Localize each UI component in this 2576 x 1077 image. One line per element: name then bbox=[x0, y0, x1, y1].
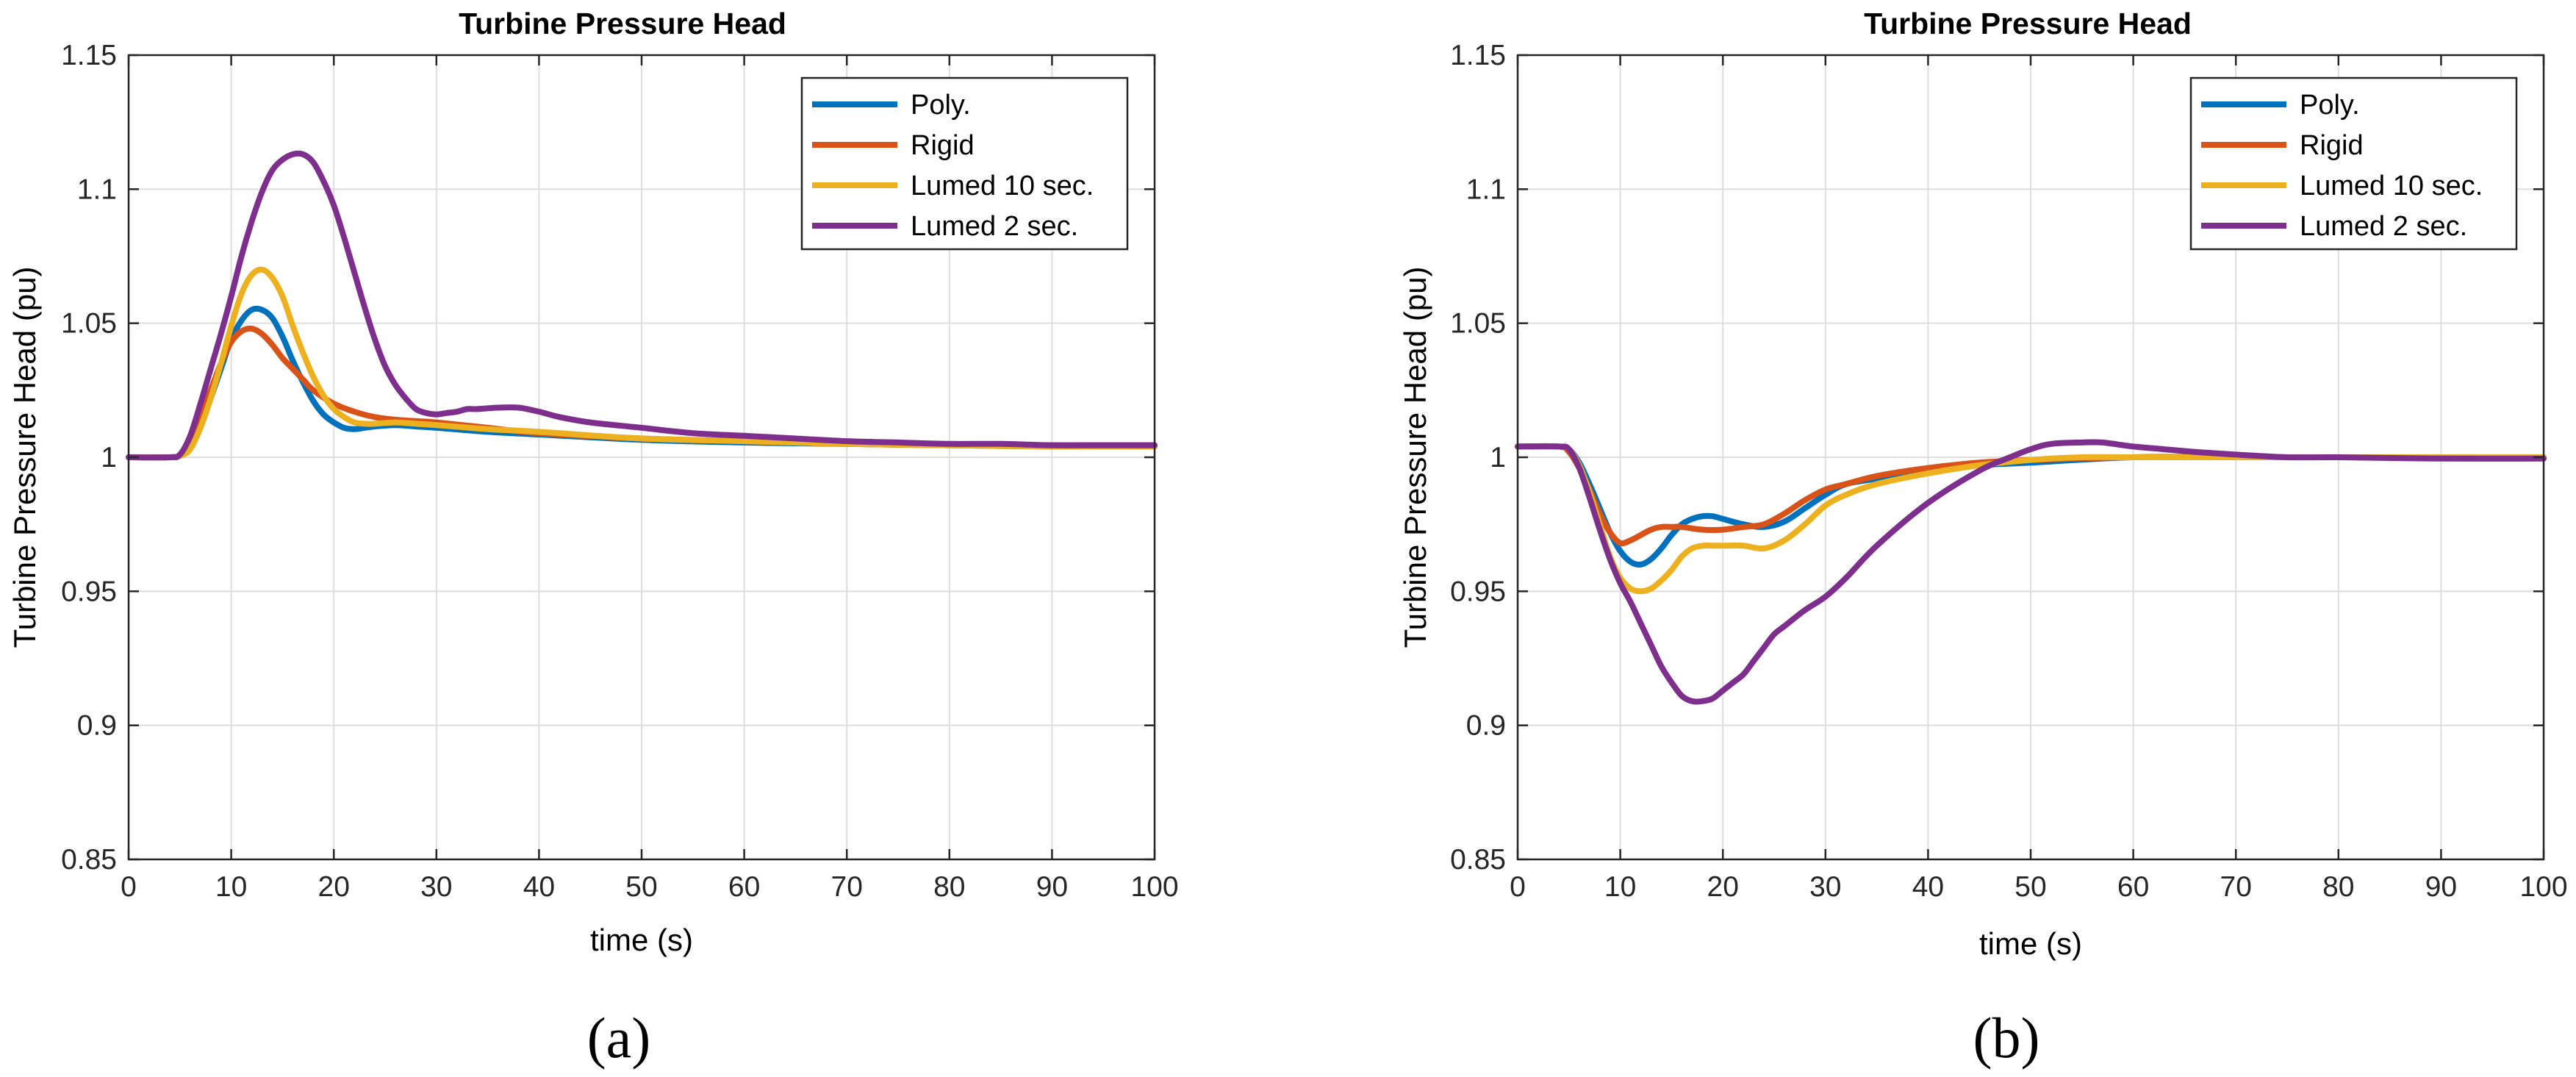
series-line-lumed-10-sec bbox=[126, 266, 1158, 461]
legend-label-lumed-10-sec: Lumed 10 sec. bbox=[911, 171, 1094, 201]
x-tick-label: 50 bbox=[2014, 871, 2046, 903]
x-tick-label: 40 bbox=[1912, 871, 1944, 903]
y-tick-label: 0.85 bbox=[1450, 844, 1506, 876]
legend-label-poly: Poly. bbox=[2300, 90, 2360, 121]
x-tick-label: 100 bbox=[2519, 871, 2567, 903]
legend-label-lumed-10-sec: Lumed 10 sec. bbox=[2300, 171, 2483, 201]
y-tick-label: 1 bbox=[1490, 442, 1506, 473]
panel-label: (a) bbox=[587, 1006, 651, 1070]
legend-label-lumed-2-sec: Lumed 2 sec. bbox=[2300, 211, 2467, 242]
x-tick-label: 10 bbox=[215, 871, 247, 903]
y-tick-label: 0.95 bbox=[1450, 576, 1506, 607]
series-line-lumed-2-sec bbox=[126, 150, 1158, 461]
x-tick-label: 20 bbox=[318, 871, 350, 903]
y-tick-label: 0.85 bbox=[61, 844, 117, 876]
legend-label-rigid: Rigid bbox=[911, 130, 975, 161]
x-tick-label: 0 bbox=[121, 871, 137, 903]
y-tick-label: 0.9 bbox=[1466, 710, 1506, 742]
x-tick-label: 60 bbox=[728, 871, 760, 903]
legend-label-lumed-2-sec: Lumed 2 sec. bbox=[911, 211, 1078, 242]
x-tick-label: 100 bbox=[1130, 871, 1178, 903]
legend-label-poly: Poly. bbox=[911, 90, 971, 121]
y-tick-label: 1.05 bbox=[61, 308, 117, 340]
x-tick-label: 70 bbox=[2220, 871, 2252, 903]
y-tick-label: 0.9 bbox=[77, 710, 117, 742]
x-tick-label: 80 bbox=[933, 871, 965, 903]
y-axis-label: Turbine Pressure Head (pu) bbox=[1398, 266, 1432, 648]
y-tick-label: 1.15 bbox=[61, 40, 117, 71]
x-tick-label: 30 bbox=[420, 871, 452, 903]
legend: Poly. Rigid Lumed 10 sec. Lumed 2 sec. bbox=[800, 76, 1129, 251]
x-tick-label: 60 bbox=[2117, 871, 2149, 903]
x-tick-label: 40 bbox=[523, 871, 555, 903]
y-tick-label: 1.1 bbox=[77, 173, 117, 205]
x-tick-label: 20 bbox=[1707, 871, 1739, 903]
x-axis-label: time (s) bbox=[590, 923, 693, 957]
x-tick-label: 70 bbox=[831, 871, 863, 903]
x-tick-label: 90 bbox=[1036, 871, 1068, 903]
x-tick-label: 10 bbox=[1604, 871, 1636, 903]
legend-label-rigid: Rigid bbox=[2300, 130, 2364, 161]
y-axis-label: Turbine Pressure Head (pu) bbox=[7, 266, 42, 648]
chart-panel-a: Turbine Pressure Head 0 10 20 30 40 50 60 70 80 9… bbox=[7, 7, 1179, 1070]
y-tick-label: 1.05 bbox=[1450, 308, 1506, 340]
panel-label: (b) bbox=[1973, 1006, 2040, 1070]
series-line-lumed-2-sec bbox=[1515, 439, 2547, 705]
y-tick-label: 0.95 bbox=[61, 576, 117, 607]
x-tick-label: 0 bbox=[1510, 871, 1526, 903]
x-tick-label: 90 bbox=[2425, 871, 2457, 903]
y-tick-label: 1.15 bbox=[1450, 40, 1506, 71]
x-tick-label: 30 bbox=[1809, 871, 1841, 903]
y-tick-label: 1 bbox=[101, 442, 117, 473]
legend: Poly. Rigid Lumed 10 sec. Lumed 2 sec. bbox=[2189, 76, 2518, 251]
x-tick-label: 80 bbox=[2322, 871, 2354, 903]
y-tick-label: 1.1 bbox=[1466, 173, 1506, 205]
chart-title: Turbine Pressure Head bbox=[459, 7, 786, 40]
chart-panel-b: Turbine Pressure Head 0 10 20 30 40 50 60 70 80 9… bbox=[1398, 7, 2568, 1070]
x-tick-label: 50 bbox=[625, 871, 657, 903]
x-axis-label: time (s) bbox=[1979, 926, 2082, 961]
chart-title: Turbine Pressure Head bbox=[1864, 7, 2192, 40]
